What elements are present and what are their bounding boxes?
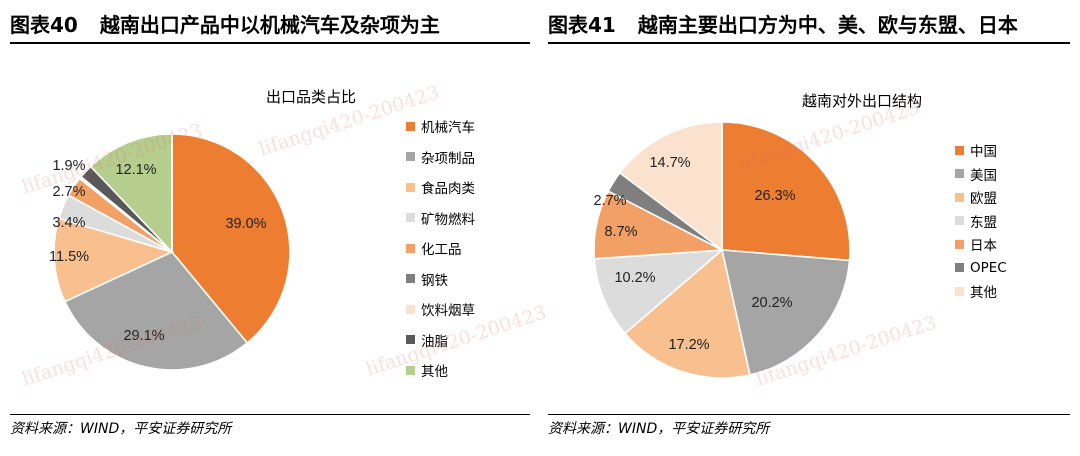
legend-item: OPEC xyxy=(955,258,1007,278)
legend-label: 中国 xyxy=(970,144,997,160)
legend-label: 美国 xyxy=(970,167,997,184)
pie-slice xyxy=(171,133,291,345)
legend-item: 其他 xyxy=(955,281,997,301)
legend-item: 钢铁 xyxy=(406,269,448,289)
slice-data-label: 11.5% xyxy=(49,249,89,265)
legend-swatch xyxy=(955,169,964,178)
export-category-pie-chart: 39.0% 29.1% 11.5% 3.4% 2.7% 1.9% 12.1% xyxy=(49,133,291,371)
legend-swatch xyxy=(406,182,415,192)
legend-item: 矿物燃料 xyxy=(406,208,475,228)
chart-legend: 中国美国欧盟东盟日本 OPEC 其他 xyxy=(955,140,1065,310)
figure-40-source: 资料来源：WIND，平安证券研究所 xyxy=(10,414,530,443)
chart-legend: 机械汽车杂项制品食品肉类矿物燃料化工品钢铁饮料烟草油脂其他 xyxy=(406,116,526,386)
chart-title: 出口品类占比 xyxy=(266,88,357,106)
legend-swatch xyxy=(955,263,964,272)
legend-swatch xyxy=(955,239,964,249)
pie-slice xyxy=(721,121,851,262)
legend-swatch xyxy=(406,304,415,314)
legend-label: 矿物燃料 xyxy=(421,211,475,228)
slice-data-label: 26.3% xyxy=(754,188,795,204)
legend-label: 饮料烟草 xyxy=(421,303,475,319)
legend-label: 钢铁 xyxy=(421,272,448,289)
legend-swatch xyxy=(406,213,415,222)
legend-label: 欧盟 xyxy=(970,191,997,207)
legend-item: 食品肉类 xyxy=(406,177,475,197)
figure-41-source: 资料来源：WIND，平安证券研究所 xyxy=(548,414,1070,443)
legend-item: 杂项制品 xyxy=(406,147,475,167)
legend-item: 其他 xyxy=(406,360,448,380)
figure-40-header: 图表40 越南出口产品中以机械汽车及杂项为主 xyxy=(10,8,530,44)
legend-item: 油脂 xyxy=(406,330,448,350)
legend-label: OPEC xyxy=(970,259,1007,276)
legend-item: 欧盟 xyxy=(955,187,997,207)
slice-data-label: 2.7% xyxy=(52,184,85,200)
legend-label: 食品肉类 xyxy=(421,181,475,197)
legend-swatch xyxy=(955,192,964,202)
legend-label: 日本 xyxy=(970,238,997,254)
legend-label: 杂项制品 xyxy=(421,150,475,167)
pie-slice xyxy=(720,249,851,376)
slice-data-label: 1.9% xyxy=(52,158,85,174)
figure-40-title: 越南出口产品中以机械汽车及杂项为主 xyxy=(99,13,440,37)
legend-swatch xyxy=(406,121,415,131)
legend-item: 美国 xyxy=(955,164,997,184)
legend-item: 化工品 xyxy=(406,238,462,258)
pie-slice xyxy=(89,133,173,255)
pie-slice xyxy=(53,217,175,303)
slice-data-label: 39.0% xyxy=(225,216,266,232)
legend-label: 其他 xyxy=(421,364,448,380)
figure-40-panel: 图表40 越南出口产品中以机械汽车及杂项为主 出口品类占比 39.0% 29.1% 1… xyxy=(10,0,530,456)
figure-41-title: 越南主要出口方为中、美、欧与东盟、日本 xyxy=(637,13,1018,37)
pie-slice xyxy=(618,121,723,252)
legend-item: 东盟 xyxy=(955,211,997,231)
legend-item: 日本 xyxy=(955,234,997,254)
figure-41-number: 图表41 xyxy=(548,13,616,37)
pie-slice xyxy=(623,248,751,379)
legend-item: 饮料烟草 xyxy=(406,299,475,319)
export-destination-pie-chart: 26.3% 20.2% 17.2% 10.2% 8.7% 2.7% 14.7% xyxy=(593,121,851,379)
slice-data-label: 10.2% xyxy=(614,270,655,286)
slice-data-label: 17.2% xyxy=(668,337,709,353)
figure-41-panel: 图表41 越南主要出口方为中、美、欧与东盟、日本 越南对外出口结构 26.3% 20… xyxy=(548,0,1070,456)
slice-data-label: 8.7% xyxy=(604,224,637,240)
slice-data-label: 3.4% xyxy=(52,215,85,231)
slice-data-label: 14.7% xyxy=(649,155,690,171)
slice-data-label: 12.1% xyxy=(115,162,156,178)
figure-40-number: 图表40 xyxy=(10,13,78,37)
legend-swatch xyxy=(955,145,964,155)
legend-label: 其他 xyxy=(970,285,997,301)
legend-swatch xyxy=(955,216,964,225)
legend-swatch xyxy=(406,243,415,253)
legend-label: 化工品 xyxy=(421,242,462,258)
slice-data-label: 20.2% xyxy=(751,295,792,311)
legend-swatch xyxy=(955,286,964,296)
legend-swatch xyxy=(406,365,415,375)
legend-item: 机械汽车 xyxy=(406,116,475,136)
legend-label: 油脂 xyxy=(421,333,448,350)
legend-swatch xyxy=(406,152,415,161)
legend-label: 东盟 xyxy=(970,214,997,231)
chart-title: 越南对外出口结构 xyxy=(802,92,923,110)
legend-label: 机械汽车 xyxy=(421,120,475,136)
pie-slice xyxy=(593,249,725,335)
legend-swatch xyxy=(406,274,415,283)
figure-41-header: 图表41 越南主要出口方为中、美、欧与东盟、日本 xyxy=(548,8,1070,44)
pie-slice xyxy=(63,251,249,371)
legend-item: 中国 xyxy=(955,140,997,160)
legend-swatch xyxy=(406,335,415,344)
slice-data-label: 2.7% xyxy=(593,193,626,209)
slice-data-label: 29.1% xyxy=(123,328,164,344)
